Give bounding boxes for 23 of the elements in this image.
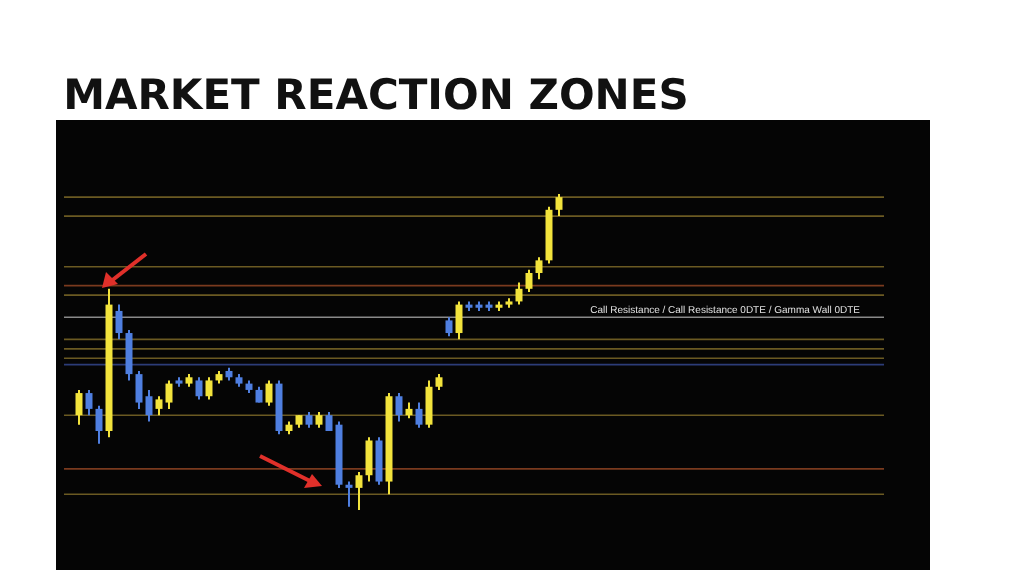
- candlestick: [115, 303, 123, 341]
- candlestick: [445, 316, 453, 338]
- chart-title: MARKET REACTION ZONES: [63, 71, 689, 119]
- candlestick: [85, 388, 93, 417]
- candlestick: [345, 480, 353, 508]
- candlestick: [365, 436, 373, 483]
- candlestick: [535, 256, 543, 281]
- candlestick: [415, 401, 423, 429]
- candlestick: [195, 376, 203, 401]
- candlestick: [515, 281, 523, 306]
- candlestick: [275, 379, 283, 436]
- candlestick: [355, 471, 363, 511]
- candlestick: [125, 328, 133, 382]
- candlestick: [425, 379, 433, 429]
- candlestick: [265, 379, 273, 407]
- candlestick: [75, 388, 83, 426]
- candlestick: [455, 300, 463, 341]
- candlestick: [555, 193, 563, 218]
- candlestick: [395, 392, 403, 423]
- candlestick: [375, 436, 383, 486]
- candlestick: [525, 268, 533, 293]
- candlestick: [205, 376, 213, 401]
- candlestick: [95, 404, 103, 445]
